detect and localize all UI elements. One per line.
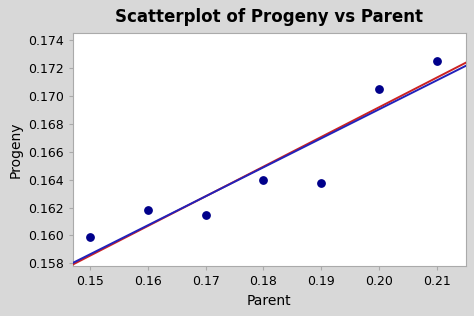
- Point: [86, 234, 94, 239]
- Y-axis label: Progeny: Progeny: [9, 122, 22, 178]
- X-axis label: Parent: Parent: [247, 294, 292, 308]
- Point: [260, 177, 267, 182]
- Point: [144, 208, 152, 213]
- Point: [202, 212, 210, 217]
- Point: [433, 59, 440, 64]
- Point: [375, 87, 383, 92]
- Title: Scatterplot of Progeny vs Parent: Scatterplot of Progeny vs Parent: [115, 8, 423, 26]
- Point: [318, 180, 325, 185]
